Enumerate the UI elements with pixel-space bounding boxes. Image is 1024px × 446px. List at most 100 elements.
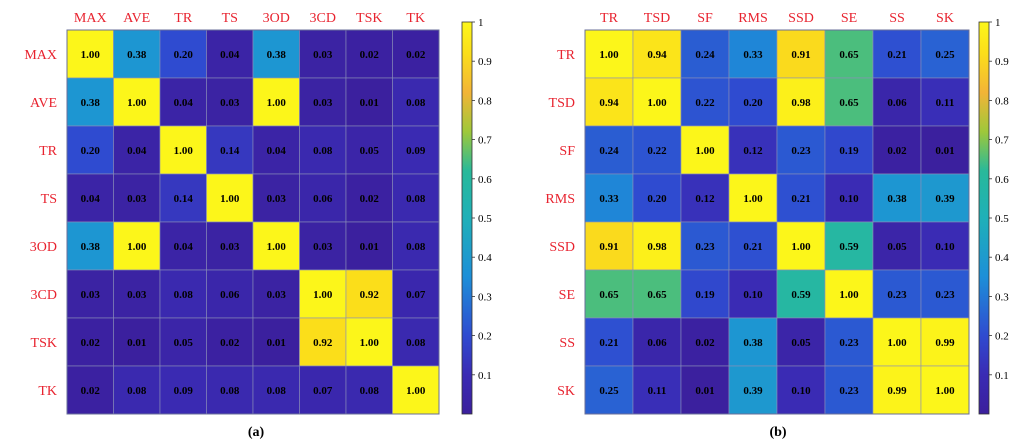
heatmap-cell — [252, 365, 300, 415]
cell-value-label: 1.00 — [935, 385, 955, 397]
heatmap-cell — [159, 221, 207, 271]
colorbar-tick-label: 0.1 — [478, 370, 492, 382]
heatmap-cell — [159, 269, 207, 319]
cell-value-label: 1.00 — [81, 49, 101, 61]
cell-value-label: 0.03 — [220, 241, 240, 253]
cell-value-label: 0.22 — [695, 97, 715, 109]
cell-value-label: 0.23 — [935, 289, 955, 301]
cell-value-label: 0.19 — [695, 289, 715, 301]
heatmap-cell — [345, 317, 393, 367]
cell-value-label: 0.91 — [791, 49, 810, 61]
heatmap-cell — [252, 269, 300, 319]
column-label: AVE — [123, 11, 150, 26]
row-label: TK — [38, 384, 57, 399]
cell-value-label: 0.02 — [360, 49, 380, 61]
heatmap-cell — [345, 173, 393, 223]
row-label: SK — [557, 384, 575, 399]
cell-value-label: 0.91 — [599, 241, 618, 253]
cell-value-label: 1.00 — [406, 385, 426, 397]
cell-value-label: 0.65 — [599, 289, 619, 301]
cell-value-label: 0.94 — [647, 49, 667, 61]
cell-value-label: 1.00 — [360, 337, 380, 349]
colorbar — [461, 21, 473, 415]
cell-value-label: 0.24 — [599, 145, 619, 157]
heatmap-border — [66, 29, 440, 415]
row-label: SE — [559, 288, 575, 303]
colorbar-tick-label: 0.7 — [478, 135, 492, 147]
heatmap-cell — [206, 77, 254, 127]
heatmap-cell — [299, 317, 347, 367]
cell-value-label: 0.39 — [935, 193, 955, 205]
cell-value-label: 0.03 — [220, 97, 240, 109]
cell-value-label: 0.12 — [695, 193, 715, 205]
cell-value-label: 0.02 — [695, 337, 715, 349]
row-label: SSD — [549, 240, 575, 255]
cell-value-label: 0.06 — [887, 97, 907, 109]
column-label: SE — [841, 11, 857, 26]
cell-value-label: 0.08 — [406, 337, 426, 349]
colorbar-tick-label: 0.6 — [995, 174, 1009, 186]
heatmap-cell — [776, 29, 826, 79]
cell-value-label: 0.92 — [360, 289, 380, 301]
column-label: 3CD — [310, 11, 336, 26]
cell-value-label: 0.08 — [127, 385, 147, 397]
row-label: TSK — [31, 336, 57, 351]
cell-value-label: 0.92 — [313, 337, 333, 349]
column-label: MAX — [74, 11, 107, 26]
heatmap-cell — [872, 125, 922, 175]
cell-value-label: 0.14 — [220, 145, 240, 157]
cell-value-label: 0.10 — [839, 193, 859, 205]
cell-value-label: 0.10 — [935, 241, 955, 253]
heatmap-cell — [113, 125, 161, 175]
cell-value-label: 0.38 — [81, 97, 101, 109]
cell-value-label: 0.59 — [791, 289, 811, 301]
cell-value-label: 0.06 — [647, 337, 667, 349]
heatmap-cell — [632, 269, 682, 319]
colorbar-tick-label: 0.2 — [478, 331, 492, 343]
cell-value-label: 0.65 — [839, 97, 859, 109]
row-label: TR — [557, 48, 576, 63]
cell-value-label: 0.03 — [81, 289, 101, 301]
heatmap-cell — [584, 77, 634, 127]
cell-value-label: 0.38 — [887, 193, 907, 205]
cell-value-label: 0.10 — [791, 385, 811, 397]
heatmap-cell — [206, 29, 254, 79]
cell-value-label: 0.04 — [174, 97, 194, 109]
cell-value-label: 0.01 — [695, 385, 714, 397]
heatmap-cell — [252, 221, 300, 271]
cell-value-label: 0.05 — [174, 337, 194, 349]
colorbar-tick-label: 0.1 — [995, 370, 1009, 382]
cell-value-label: 0.08 — [174, 289, 194, 301]
heatmap-cell — [776, 317, 826, 367]
heatmap-cell — [159, 365, 207, 415]
cell-value-label: 0.20 — [174, 49, 194, 61]
cell-value-label: 0.33 — [743, 49, 763, 61]
cell-value-label: 0.06 — [313, 193, 333, 205]
heatmap-cell — [728, 317, 778, 367]
heatmap-cell — [824, 269, 874, 319]
heatmap-border — [584, 29, 970, 415]
heatmap-cell — [872, 173, 922, 223]
heatmap-cell — [728, 77, 778, 127]
heatmap-cell — [113, 269, 161, 319]
column-label: SK — [936, 11, 954, 26]
heatmap-cell — [392, 77, 440, 127]
cell-value-label: 0.25 — [599, 385, 619, 397]
heatmap-cell — [824, 29, 874, 79]
colorbar-tick-label: 0.4 — [995, 252, 1009, 264]
heatmap-cell — [113, 29, 161, 79]
cell-value-label: 0.08 — [313, 145, 333, 157]
heatmap-panel-b: 1.00 0.94 0.24 0.33 0.91 0.65 0.21 0.250.94 1.00… — [545, 11, 1009, 440]
cell-value-label: 0.38 — [267, 49, 287, 61]
row-label: TR — [39, 144, 58, 159]
column-label: 3OD — [263, 11, 290, 26]
cell-value-label: 0.07 — [406, 289, 426, 301]
heatmap-cell — [824, 173, 874, 223]
row-label: SF — [559, 144, 575, 159]
heatmap-cell — [824, 77, 874, 127]
column-label: TS — [222, 11, 238, 26]
cell-value-label: 0.23 — [839, 337, 859, 349]
cell-value-label: 0.38 — [743, 337, 763, 349]
cell-value-label: 0.01 — [360, 97, 379, 109]
colorbar-tick-label: 0.8 — [478, 95, 492, 107]
